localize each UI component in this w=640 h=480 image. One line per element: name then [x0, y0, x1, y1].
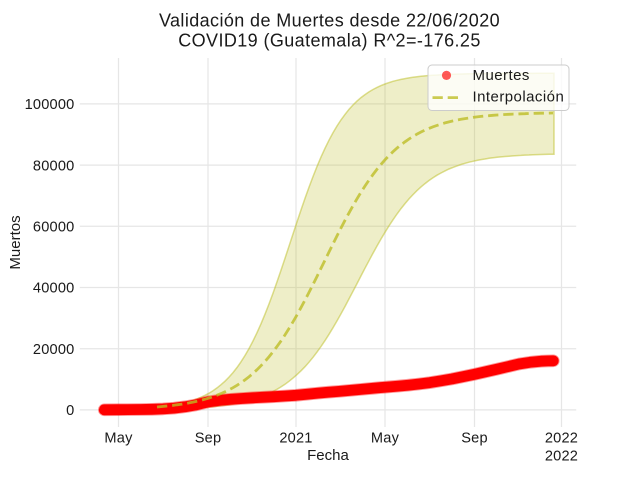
svg-text:2022: 2022	[545, 431, 578, 447]
svg-text:80000: 80000	[33, 158, 75, 174]
svg-text:40000: 40000	[33, 281, 75, 297]
svg-text:2021: 2021	[279, 431, 312, 447]
svg-text:Muertos: Muertos	[7, 215, 24, 269]
svg-text:Fecha: Fecha	[307, 447, 349, 464]
svg-text:20000: 20000	[33, 342, 75, 358]
svg-text:Interpolación: Interpolación	[473, 89, 565, 106]
svg-text:COVID19 (Guatemala) R^2=-176.2: COVID19 (Guatemala) R^2=-176.25	[178, 30, 480, 50]
svg-text:Muertes: Muertes	[473, 67, 530, 84]
svg-text:Sep: Sep	[195, 431, 222, 447]
svg-text:May: May	[104, 431, 133, 447]
svg-text:60000: 60000	[33, 220, 75, 236]
svg-text:100000: 100000	[25, 97, 75, 113]
svg-text:0: 0	[66, 403, 74, 419]
svg-text:Sep: Sep	[461, 431, 488, 447]
svg-text:May: May	[371, 431, 400, 447]
svg-text:2022: 2022	[545, 449, 578, 465]
svg-text:Validación de Muertes desde 22: Validación de Muertes desde 22/06/2020	[159, 11, 500, 31]
